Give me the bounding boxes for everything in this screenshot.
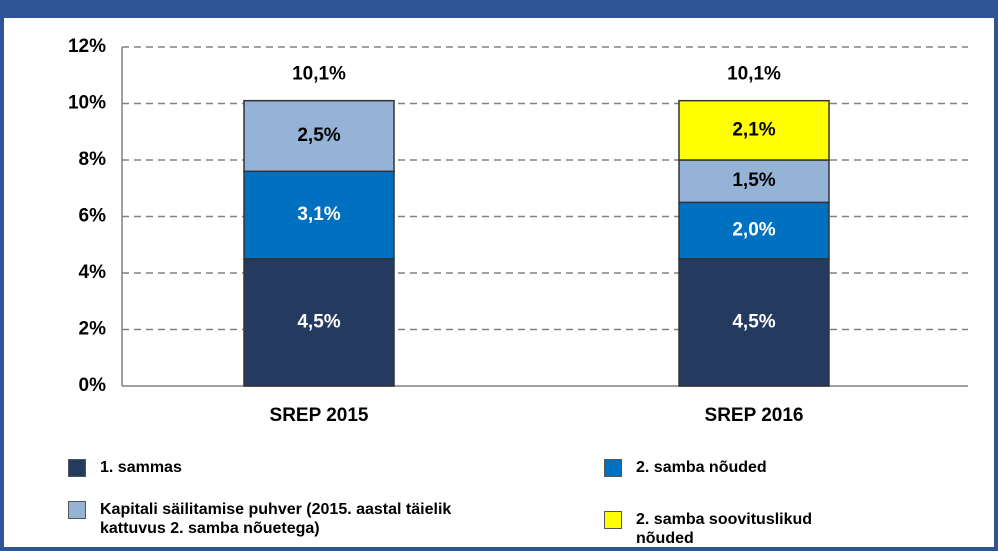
legend-item: 2. samba soovituslikud nõuded bbox=[604, 510, 904, 547]
value-label: 1,5% bbox=[732, 170, 775, 191]
y-tick-label: 10% bbox=[68, 93, 106, 114]
value-label: 2,0% bbox=[732, 220, 775, 241]
value-label: 2,1% bbox=[732, 119, 775, 140]
legend-label: 2. samba soovituslikud nõuded bbox=[636, 511, 813, 547]
legend-swatch bbox=[604, 511, 622, 529]
y-tick-label: 8% bbox=[79, 149, 107, 170]
x-tick-label: SREP 2015 bbox=[270, 405, 369, 426]
x-tick-label: SREP 2016 bbox=[705, 405, 804, 426]
value-label: 3,1% bbox=[297, 204, 340, 225]
legend-swatch bbox=[68, 459, 86, 477]
legend-item: 1. sammas bbox=[68, 458, 508, 477]
legend-item: Kapitali säilitamise puhver (2015. aasta… bbox=[68, 500, 508, 538]
bar-segment bbox=[243, 99, 395, 173]
y-tick-label: 2% bbox=[79, 319, 107, 340]
legend-label: Kapitali säilitamise puhver (2015. aasta… bbox=[100, 501, 452, 537]
legend-label: 2. samba nõuded bbox=[636, 459, 767, 476]
title-bar bbox=[4, 0, 994, 18]
total-label: 10,1% bbox=[292, 64, 346, 85]
legend-swatch bbox=[604, 459, 622, 477]
legend-label: 1. sammas bbox=[100, 459, 182, 476]
value-label: 2,5% bbox=[297, 125, 340, 146]
value-label: 4,5% bbox=[732, 311, 775, 332]
legend-item: 2. samba nõuded bbox=[604, 458, 944, 477]
bar-segment bbox=[678, 258, 830, 387]
legend-swatch bbox=[68, 501, 86, 519]
bar-segment bbox=[678, 99, 830, 161]
y-tick-label: 12% bbox=[68, 36, 106, 57]
y-tick-label: 4% bbox=[79, 262, 107, 283]
y-tick-label: 0% bbox=[79, 375, 107, 396]
bar-segment bbox=[678, 201, 830, 260]
value-label: 4,5% bbox=[297, 311, 340, 332]
total-label: 10,1% bbox=[727, 64, 781, 85]
y-tick-label: 6% bbox=[79, 206, 107, 227]
